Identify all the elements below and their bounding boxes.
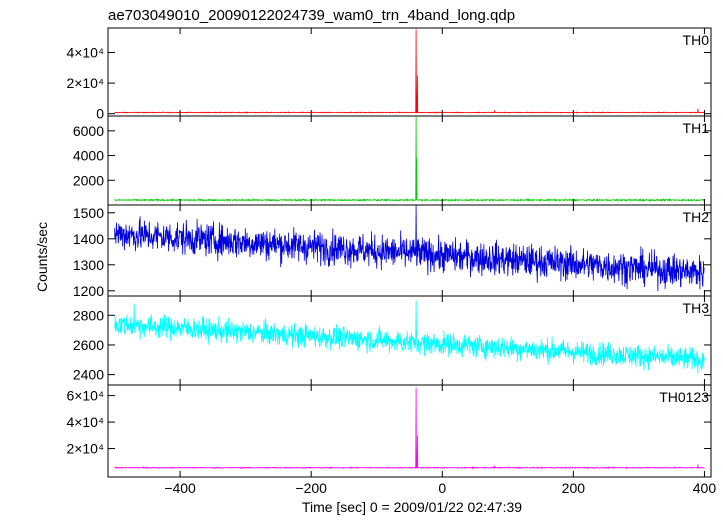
panel-th1: 2000 4000 6000 TH1	[73, 115, 712, 206]
y-tick-label: 6000	[73, 123, 104, 139]
y-tick-label: 6×10⁴	[66, 388, 104, 404]
y-tick-label: 2×10⁴	[66, 75, 104, 91]
y-tick-label: 4×10⁴	[66, 414, 104, 430]
series-line-th1	[114, 116, 705, 203]
y-tick-label: 2×10⁴	[66, 441, 104, 457]
panel-label: TH0123	[659, 389, 709, 405]
panel-th3: 2400 2600 2800 TH3	[73, 295, 712, 386]
x-tick-label: 400	[693, 480, 717, 496]
y-tick-label: 0	[96, 106, 104, 122]
y-tick-label: 2600	[73, 337, 104, 353]
x-tick-label: 0	[438, 480, 446, 496]
y-tick-label: 1500	[73, 205, 104, 221]
x-tick-label: −200	[295, 480, 327, 496]
y-tick-label: 1300	[73, 257, 104, 273]
panel-label: TH0	[683, 32, 710, 48]
panel-th0123: 2×10⁴ 4×10⁴ 6×10⁴ TH0123	[66, 384, 712, 478]
y-tick-label: 4000	[73, 148, 104, 164]
panel-th2: 1200 1300 1400 1500 TH2	[73, 204, 712, 299]
y-axis-label: Counts/sec	[34, 222, 50, 292]
series-line-th3	[114, 300, 705, 374]
panel-label: TH2	[683, 209, 710, 225]
series-line-th2	[114, 205, 705, 292]
y-tick-label: 1200	[73, 283, 104, 299]
panel-frame	[107, 115, 712, 206]
panel-label: TH3	[683, 300, 710, 316]
y-tick-label: 2000	[73, 172, 104, 188]
x-tick-label: −400	[164, 480, 196, 496]
y-tick-label: 2400	[73, 367, 104, 383]
y-tick-label: 4×10⁴	[66, 44, 104, 60]
series-line-th0123	[114, 387, 705, 470]
panel-frame	[107, 384, 712, 478]
chart-title: ae703049010_20090122024739_wam0_trn_4ban…	[108, 7, 515, 24]
x-axis-label: Time [sec] 0 = 2009/01/22 02:47:39	[302, 499, 522, 515]
panels-layer: 0 2×10⁴ 4×10⁴ TH0 2000 4000 6000 TH1 1200 1300 140…	[66, 27, 712, 478]
panel-label: TH1	[683, 120, 710, 136]
x-axis: −400 −200 0 200 400	[164, 480, 716, 496]
panel-frame	[107, 27, 712, 117]
panel-th0: 0 2×10⁴ 4×10⁴ TH0	[66, 27, 712, 122]
x-tick-label: 200	[562, 480, 586, 496]
y-tick-label: 1400	[73, 231, 104, 247]
series-line-th0	[114, 29, 705, 114]
y-tick-label: 2800	[73, 307, 104, 323]
